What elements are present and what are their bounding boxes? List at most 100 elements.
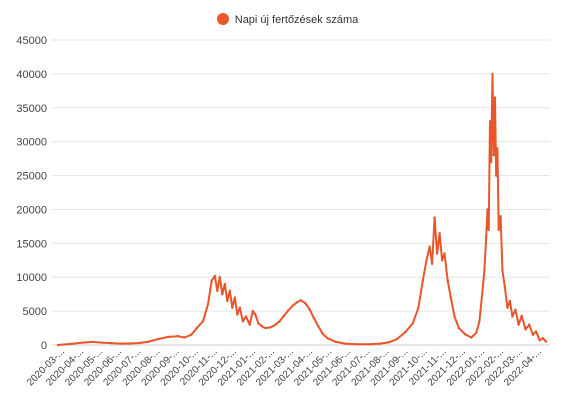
data-point[interactable] — [506, 306, 509, 309]
data-point[interactable] — [299, 299, 302, 302]
data-point[interactable] — [100, 341, 103, 344]
data-point[interactable] — [195, 326, 198, 330]
data-point[interactable] — [492, 154, 495, 157]
data-point[interactable] — [287, 309, 290, 312]
data-point[interactable] — [356, 343, 359, 346]
data-point[interactable] — [517, 323, 520, 326]
data-point[interactable] — [485, 235, 488, 238]
data-point[interactable] — [210, 279, 213, 282]
data-point[interactable] — [241, 320, 245, 323]
data-point[interactable] — [213, 274, 217, 278]
series-line[interactable] — [57, 72, 547, 346]
data-point[interactable] — [326, 337, 329, 340]
data-point[interactable] — [499, 215, 502, 218]
data-point[interactable] — [264, 326, 267, 330]
data-point[interactable] — [435, 252, 439, 255]
data-point[interactable] — [343, 342, 347, 345]
data-point[interactable] — [411, 322, 414, 325]
data-point[interactable] — [511, 315, 514, 318]
data-point[interactable] — [119, 342, 123, 345]
data-point[interactable] — [428, 245, 431, 248]
data-point[interactable] — [138, 341, 141, 345]
data-point[interactable] — [396, 337, 399, 341]
data-point[interactable] — [387, 341, 391, 344]
data-point[interactable] — [404, 330, 407, 334]
data-point[interactable] — [206, 303, 210, 306]
data-point[interactable] — [190, 333, 193, 336]
data-point[interactable] — [167, 335, 170, 339]
data-point[interactable] — [129, 342, 132, 345]
data-point[interactable] — [278, 320, 281, 323]
data-point[interactable] — [486, 208, 489, 211]
data-point[interactable] — [503, 286, 507, 289]
legend[interactable]: Napi új fertőzések száma — [0, 13, 575, 26]
data-point[interactable] — [430, 262, 434, 265]
data-point[interactable] — [438, 232, 441, 235]
data-point[interactable] — [491, 72, 494, 76]
data-point[interactable] — [244, 315, 248, 318]
data-point[interactable] — [223, 282, 226, 286]
data-point[interactable] — [295, 301, 299, 304]
data-point[interactable] — [425, 259, 428, 262]
data-point[interactable] — [514, 308, 517, 311]
data-point[interactable] — [493, 96, 497, 99]
data-point[interactable] — [291, 304, 294, 307]
data-point[interactable] — [541, 337, 545, 340]
data-point[interactable] — [269, 326, 272, 329]
data-point[interactable] — [147, 340, 151, 343]
data-point[interactable] — [183, 336, 186, 339]
data-point[interactable] — [508, 299, 512, 303]
data-point[interactable] — [248, 323, 251, 326]
data-point[interactable] — [483, 269, 486, 272]
data-point[interactable] — [91, 340, 94, 344]
data-point[interactable] — [417, 306, 420, 309]
data-point[interactable] — [531, 333, 535, 336]
data-point[interactable] — [201, 320, 205, 323]
data-point[interactable] — [528, 323, 531, 326]
data-point[interactable] — [56, 343, 60, 347]
data-point[interactable] — [308, 307, 311, 311]
data-point[interactable] — [238, 306, 241, 309]
data-point[interactable] — [470, 336, 473, 339]
data-point[interactable] — [488, 120, 492, 123]
data-point[interactable] — [109, 341, 113, 345]
data-point[interactable] — [534, 330, 538, 333]
data-point[interactable] — [524, 328, 527, 331]
data-point[interactable] — [446, 279, 449, 282]
data-point[interactable] — [251, 309, 254, 313]
data-point[interactable] — [481, 289, 484, 292]
data-point[interactable] — [231, 306, 234, 309]
data-point[interactable] — [254, 313, 257, 316]
data-point[interactable] — [321, 332, 324, 335]
data-point[interactable] — [449, 296, 452, 299]
data-point[interactable] — [216, 289, 219, 292]
data-point[interactable] — [497, 228, 500, 231]
data-point[interactable] — [421, 279, 424, 282]
data-point[interactable] — [490, 160, 493, 164]
data-point[interactable] — [538, 339, 541, 342]
data-point[interactable] — [453, 315, 456, 318]
data-point[interactable] — [440, 259, 444, 262]
data-point[interactable] — [218, 276, 221, 279]
data-point[interactable] — [236, 313, 239, 316]
data-point[interactable] — [457, 326, 461, 330]
data-point[interactable] — [443, 252, 446, 255]
data-point[interactable] — [257, 322, 260, 325]
data-point[interactable] — [68, 342, 72, 346]
data-point[interactable] — [501, 269, 504, 272]
data-point[interactable] — [333, 340, 337, 343]
data-point[interactable] — [520, 314, 523, 318]
data-point[interactable] — [221, 293, 224, 296]
data-point[interactable] — [226, 299, 229, 303]
data-point[interactable] — [228, 289, 231, 292]
data-point[interactable] — [317, 324, 320, 328]
data-point[interactable] — [303, 301, 307, 305]
data-point[interactable] — [176, 335, 180, 338]
data-point[interactable] — [282, 314, 286, 318]
data-point[interactable] — [379, 342, 382, 345]
data-point[interactable] — [81, 341, 85, 344]
data-point[interactable] — [312, 316, 315, 320]
data-point[interactable] — [475, 331, 478, 334]
data-point[interactable] — [273, 324, 276, 327]
data-point[interactable] — [487, 228, 490, 231]
